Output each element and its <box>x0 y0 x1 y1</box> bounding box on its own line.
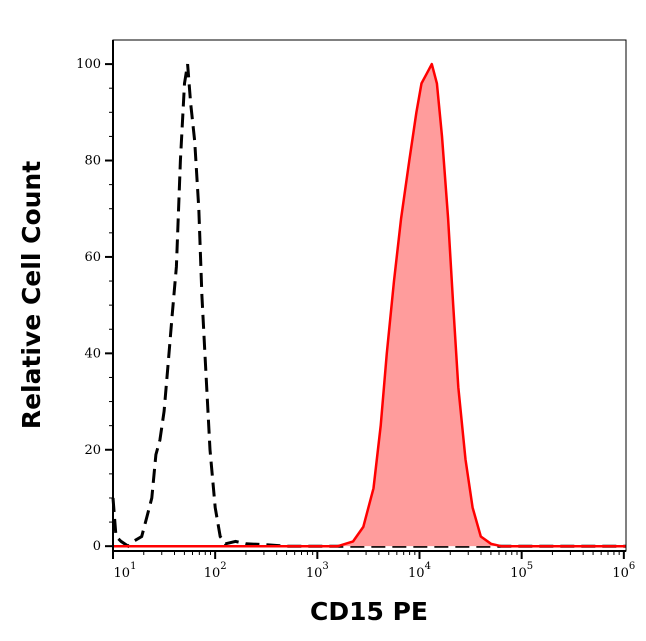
control-histogram-line <box>111 63 626 549</box>
x-tick-label: 101 <box>114 561 137 581</box>
y-tick-label: 40 <box>84 346 101 361</box>
x-tick-label: 104 <box>408 561 431 581</box>
y-tick-label: 0 <box>93 539 101 554</box>
x-axis-label: CD15 PE <box>310 597 428 626</box>
y-tick-label: 60 <box>84 250 101 265</box>
x-tick-label: 103 <box>306 561 329 581</box>
y-tick-label: 20 <box>84 443 101 458</box>
y-tick-label: 100 <box>76 57 101 72</box>
sample-histogram-fill <box>113 64 626 547</box>
x-tick-label: 102 <box>204 561 227 581</box>
x-tick-label: 106 <box>612 561 635 581</box>
x-tick-label: 105 <box>510 561 533 581</box>
sample-histogram-line <box>113 62 626 548</box>
y-axis-label: Relative Cell Count <box>17 161 46 429</box>
plot-frame <box>112 39 627 552</box>
y-tick-label: 80 <box>84 154 101 169</box>
